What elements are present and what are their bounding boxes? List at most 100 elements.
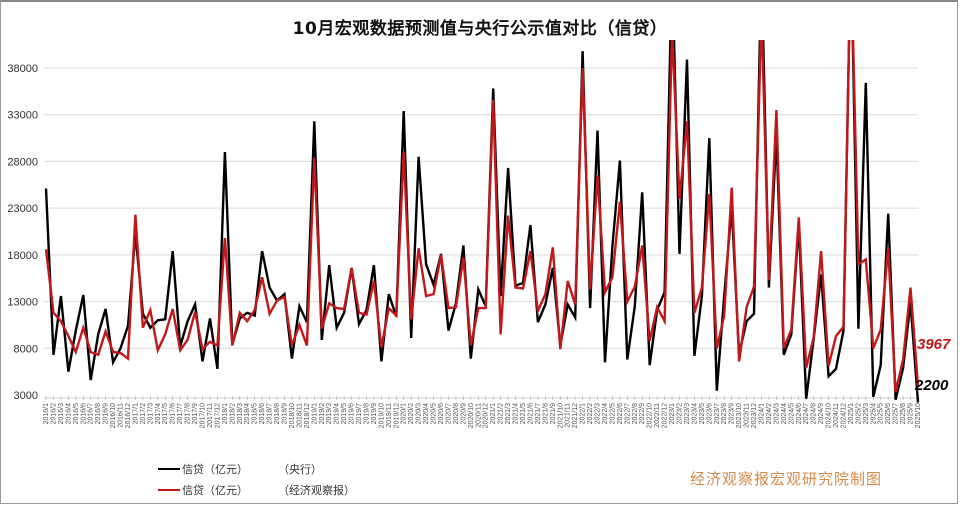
x-tick-label: 2022/9 [639, 403, 646, 425]
x-tick-label: 2016/11 [118, 403, 125, 428]
x-tick-label: 2017/10 [200, 403, 207, 428]
x-tick-label: 2024/2 [766, 403, 773, 425]
legend-swatch-red [158, 488, 180, 491]
x-tick-label: 2025/1 [848, 403, 855, 425]
x-tick-label: 2021/11 [565, 403, 572, 428]
x-tick-label: 2016/5 [73, 403, 80, 425]
x-tick-label: 2020/7 [445, 403, 452, 425]
y-tick-label: 8000 [14, 343, 38, 355]
x-tick-label: 2016/1 [43, 403, 50, 425]
x-tick-label: 2016/12 [125, 403, 132, 428]
x-tick-label: 2018/5 [252, 403, 259, 425]
x-tick-label: 2021/1 [490, 403, 497, 425]
x-tick-label: 2024/7 [803, 403, 810, 425]
x-tick-label: 2018/7 [267, 403, 274, 425]
y-tick-label: 38000 [7, 63, 38, 75]
x-tick-label: 2018/12 [304, 403, 311, 428]
x-tick-label: 2020/6 [438, 403, 445, 425]
x-tick-label: 2018/2 [229, 403, 236, 425]
legend-label: 信贷（亿元） [182, 483, 248, 497]
x-tick-label: 2024/8 [811, 403, 818, 425]
x-tick-label: 2017/5 [162, 403, 169, 425]
series-eeo-forecast-line [44, 40, 920, 393]
chart-title: 10月宏观数据预测值与央行公示值对比（信贷） [292, 19, 668, 39]
x-tick-label: 2020/9 [460, 403, 467, 425]
x-tick-label: 2017/4 [155, 403, 162, 425]
x-tick-label: 2017/11 [207, 403, 214, 428]
legend: 信贷（亿元） （央行） 信贷（亿元） （经济观察报） [158, 458, 355, 500]
x-tick-label: 2016/7 [88, 403, 95, 425]
x-tick-label: 2019/1 [311, 403, 318, 425]
legend-item-central-bank: 信贷（亿元） （央行） [158, 458, 355, 479]
x-tick-label: 2019/2 [319, 403, 326, 425]
x-tick-label: 2017/6 [170, 403, 177, 425]
x-tick-label: 2022/2 [587, 403, 594, 425]
legend-item-eeo: 信贷（亿元） （经济观察报） [158, 479, 355, 500]
x-tick-label: 2016/6 [80, 403, 87, 425]
x-tick-label: 2023/3 [684, 403, 691, 425]
x-tick-label: 2023/5 [699, 403, 706, 425]
forecast-end-label: 3967 [917, 336, 951, 353]
y-tick-label: 3000 [14, 390, 38, 402]
x-tick-label: 2019/6 [349, 403, 356, 425]
legend-label: 信贷（亿元） [182, 462, 248, 476]
x-tick-label: 2018/10 [289, 403, 296, 428]
x-tick-label: 2023/6 [706, 403, 713, 425]
x-tick-label: 2018/4 [244, 403, 251, 425]
x-tick-label: 2024/9 [818, 403, 825, 425]
x-tick-label: 2022/4 [602, 403, 609, 425]
x-tick-label: 2016/2 [50, 403, 57, 425]
x-tick-label: 2025/5 [878, 403, 885, 425]
x-tick-label: 2024/5 [788, 403, 795, 425]
x-tick-label: 2019/4 [334, 403, 341, 425]
x-tick-label: 2022/1 [580, 403, 587, 425]
x-tick-label: 2016/8 [95, 403, 102, 425]
x-tick-label: 2019/10 [378, 403, 385, 428]
x-tick-label: 2019/9 [371, 403, 378, 425]
x-tick-label: 2022/7 [624, 403, 631, 425]
x-tick-label: 2021/2 [498, 403, 505, 425]
x-tick-label: 2024/12 [840, 403, 847, 428]
x-tick-label: 2017/3 [147, 403, 154, 425]
x-tick-label: 2020/5 [431, 403, 438, 425]
x-tick-label: 2022/8 [632, 403, 639, 425]
x-tick-label: 2023/1 [669, 403, 676, 425]
x-tick-label: 2016/10 [110, 403, 117, 428]
x-tick-label: 2023/11 [744, 403, 751, 428]
x-tick-label: 2025/4 [870, 403, 877, 425]
x-tick-label: 2025/6 [885, 403, 892, 425]
x-tick-label: 2016/4 [65, 403, 72, 425]
x-tick-label: 2017/1 [132, 403, 139, 425]
x-tick-label: 2023/9 [729, 403, 736, 425]
x-tick-label: 2025/10 [915, 403, 922, 428]
x-tick-label: 2024/3 [773, 403, 780, 425]
y-tick-label: 33000 [7, 110, 38, 122]
x-tick-label: 2023/2 [677, 403, 684, 425]
x-tick-label: 2023/10 [736, 403, 743, 428]
x-tick-label: 2018/6 [259, 403, 266, 425]
x-tick-label: 2017/12 [214, 403, 221, 428]
x-tick-label: 2021/12 [572, 403, 579, 428]
x-tick-label: 2024/6 [796, 403, 803, 425]
x-tick-label: 2024/10 [826, 403, 833, 428]
x-tick-label: 2021/5 [520, 403, 527, 425]
y-tick-label: 13000 [7, 297, 38, 309]
x-tick-label: 2022/10 [647, 403, 654, 428]
x-tick-label: 2024/4 [781, 403, 788, 425]
x-tick-label: 2022/12 [662, 403, 669, 428]
x-tick-label: 2022/6 [617, 403, 624, 425]
y-tick-label: 23000 [7, 203, 38, 215]
y-tick-label: 28000 [7, 156, 38, 168]
x-tick-label: 2020/10 [468, 403, 475, 428]
x-tick-label: 2025/8 [900, 403, 907, 425]
x-tick-label: 2017/9 [192, 403, 199, 425]
x-tick-label: 2017/7 [177, 403, 184, 425]
x-tick-label: 2016/9 [103, 403, 110, 425]
x-tick-label: 2019/7 [356, 403, 363, 425]
x-tick-label: 2021/8 [542, 403, 549, 425]
x-tick-label: 2024/11 [833, 403, 840, 428]
x-tick-label: 2023/7 [714, 403, 721, 425]
x-tick-label: 2018/8 [274, 403, 281, 425]
x-tick-label: 2018/11 [296, 403, 303, 428]
